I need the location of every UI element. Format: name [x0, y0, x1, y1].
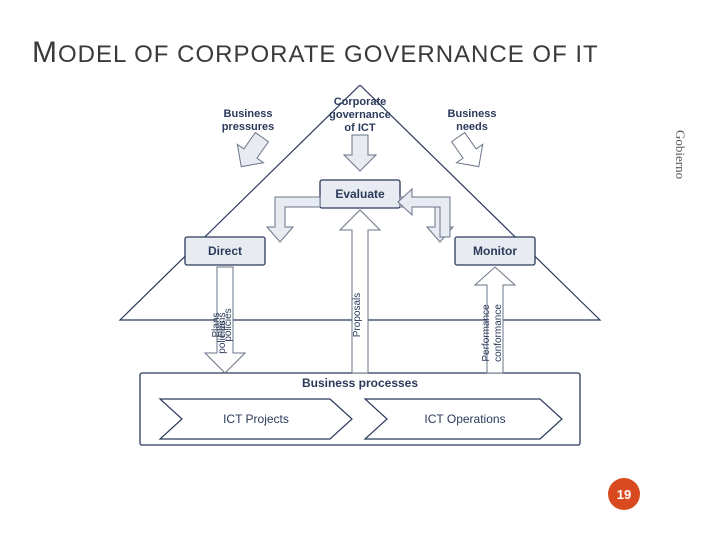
page-number-text: 19 — [617, 487, 631, 502]
perf-text-group: Performance conformance — [481, 304, 504, 362]
arrow-business-needs — [445, 128, 492, 176]
label-evaluate: Evaluate — [335, 187, 385, 201]
label-ict-operations: ICT Operations — [424, 412, 505, 426]
label-business-processes: Business processes — [302, 376, 418, 390]
arrow-mon-eval — [398, 189, 450, 237]
label-corporate-gov-1: Corporate — [334, 96, 387, 108]
label-business-pressures-1: Business — [224, 108, 273, 120]
label-corporate-gov-2: governance — [329, 109, 391, 121]
plans-text-group: Plans policies — [211, 308, 234, 341]
label-business-needs-1: Business — [448, 108, 497, 120]
svg-text:policies: policies — [223, 308, 234, 341]
arrow-corporate-gov — [344, 135, 376, 171]
label-direct: Direct — [208, 244, 242, 258]
label-proposals: Proposals — [352, 293, 363, 337]
governance-diagram: Business pressures Corporate governance … — [100, 85, 620, 455]
label-monitor: Monitor — [473, 244, 517, 258]
title-rest: ODEL OF CORPORATE GOVERNANCE OF IT — [58, 41, 599, 68]
label-ict-projects: ICT Projects — [223, 412, 289, 426]
slide-title: MODEL OF CORPORATE GOVERNANCE OF IT — [32, 36, 599, 70]
arrow-business-pressures — [228, 128, 275, 176]
arrow-eval-to-direct — [267, 197, 320, 242]
svg-text:Plans: Plans — [211, 312, 222, 337]
label-corporate-gov-3: of ICT — [344, 122, 375, 134]
label-business-needs-2: needs — [456, 121, 488, 133]
svg-text:conformance: conformance — [493, 304, 504, 362]
label-business-pressures-2: pressures — [222, 121, 275, 133]
page-number-badge: 19 — [608, 478, 640, 510]
arrow-proposals — [340, 210, 380, 373]
svg-text:Performance: Performance — [481, 304, 492, 362]
side-label: Gobierno — [672, 130, 688, 179]
